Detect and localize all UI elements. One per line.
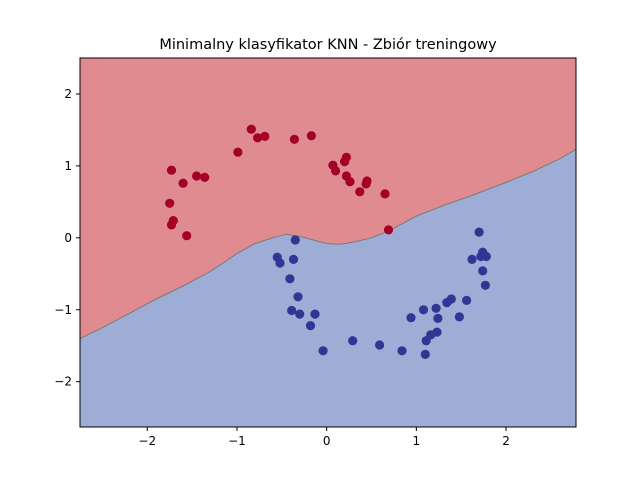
data-point-class-b bbox=[310, 309, 320, 319]
plot-area bbox=[80, 58, 576, 427]
x-tick-label: −1 bbox=[228, 434, 246, 448]
data-point-class-a bbox=[166, 165, 177, 175]
y-tick-label: 0 bbox=[64, 231, 72, 245]
axes-frame bbox=[79, 57, 577, 428]
data-point-class-b bbox=[406, 313, 416, 323]
data-point-class-b bbox=[275, 258, 285, 268]
data-point-class-b bbox=[285, 274, 295, 284]
data-point-class-a bbox=[345, 177, 355, 187]
x-tick-label: 1 bbox=[413, 434, 421, 448]
data-point-class-b bbox=[433, 313, 443, 323]
data-point-class-b bbox=[375, 340, 385, 350]
data-point-class-a bbox=[246, 124, 256, 134]
data-point-class-a bbox=[200, 172, 210, 182]
data-point-class-b bbox=[348, 336, 358, 346]
data-point-class-a bbox=[383, 225, 394, 235]
y-tick-label: 2 bbox=[64, 87, 72, 101]
decision-boundary bbox=[80, 148, 576, 339]
data-point-class-b bbox=[480, 280, 490, 290]
data-point-class-a bbox=[355, 187, 365, 197]
y-tick-label: 1 bbox=[64, 159, 72, 173]
data-point-class-b bbox=[288, 254, 299, 264]
y-tick-label: −2 bbox=[54, 375, 72, 389]
data-point-class-b bbox=[287, 305, 297, 316]
data-point-class-a bbox=[289, 134, 299, 144]
data-point-class-a bbox=[165, 198, 175, 208]
data-point-class-b bbox=[397, 346, 407, 356]
data-point-class-b bbox=[295, 309, 305, 319]
data-point-class-a bbox=[253, 133, 263, 143]
y-tick-label: −1 bbox=[54, 303, 72, 317]
data-point-class-a bbox=[178, 178, 188, 188]
plot-clipped bbox=[80, 58, 576, 427]
data-point-class-a bbox=[362, 176, 372, 186]
data-point-class-b bbox=[481, 251, 491, 262]
x-tick-label: 2 bbox=[502, 434, 510, 448]
data-point-class-b bbox=[305, 321, 316, 331]
data-point-class-b bbox=[418, 305, 429, 315]
data-point-class-b bbox=[462, 295, 472, 305]
data-point-class-b bbox=[478, 266, 488, 276]
data-point-class-a bbox=[166, 220, 177, 230]
data-point-class-b bbox=[420, 349, 430, 359]
data-point-class-b bbox=[467, 254, 477, 264]
chart-title: Minimalny klasyfikator KNN - Zbiór treni… bbox=[159, 37, 497, 53]
x-tick-label: 0 bbox=[323, 434, 331, 448]
data-point-class-b bbox=[474, 227, 484, 237]
data-point-class-b bbox=[318, 346, 328, 356]
data-point-class-a bbox=[306, 131, 316, 141]
data-point-class-b bbox=[432, 327, 442, 337]
data-point-class-a bbox=[192, 171, 202, 181]
class-region-upper bbox=[80, 58, 576, 339]
data-point-class-a bbox=[380, 189, 390, 199]
data-point-class-b bbox=[290, 235, 300, 245]
class-region-lower bbox=[80, 149, 576, 427]
data-point-class-b bbox=[293, 292, 303, 302]
data-point-class-a bbox=[341, 152, 351, 162]
data-point-class-a bbox=[182, 231, 192, 241]
data-point-class-b bbox=[431, 303, 441, 313]
data-point-class-b bbox=[454, 312, 464, 322]
axes: −2 −1 0 1 2 −2 −1 0 1 2 bbox=[54, 57, 577, 448]
data-point-class-a bbox=[260, 131, 270, 141]
x-tick-label: −2 bbox=[138, 434, 156, 448]
data-point-class-a bbox=[331, 166, 341, 176]
data-point-class-b bbox=[446, 294, 456, 304]
data-point-class-a bbox=[233, 147, 243, 157]
